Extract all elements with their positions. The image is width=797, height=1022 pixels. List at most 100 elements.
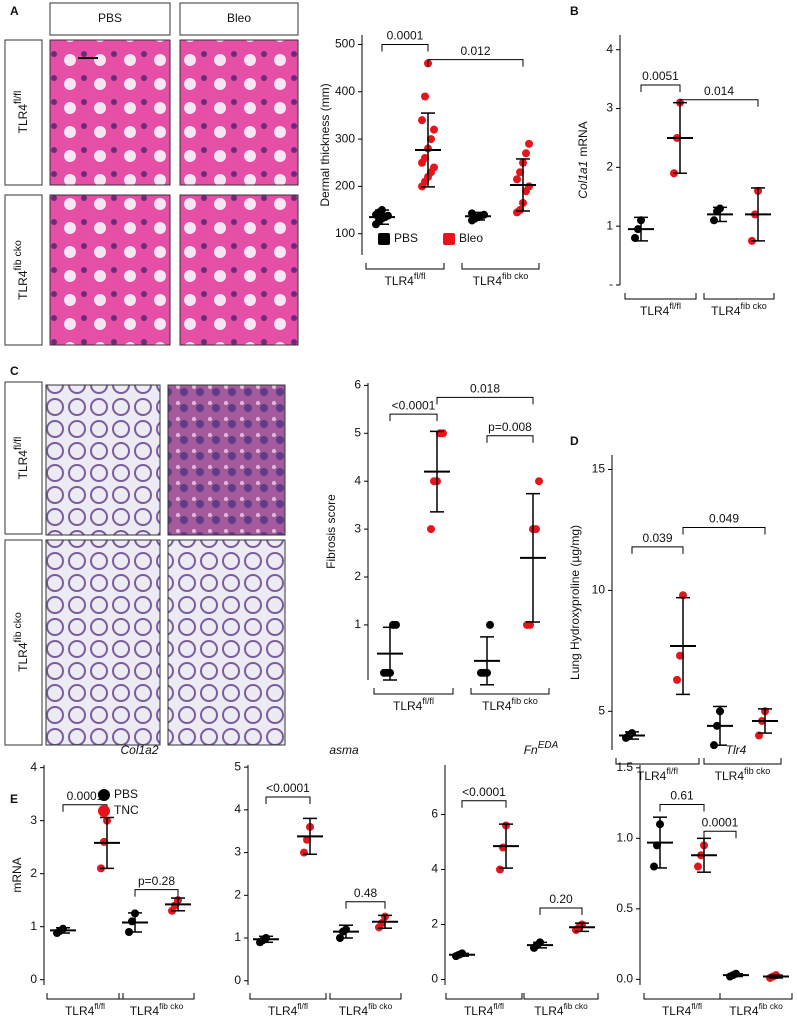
data-point [673,675,681,684]
micrograph [179,194,299,346]
y-tick-label: 6 [431,807,438,821]
genotype-label: TLR4fib cko [339,1001,393,1018]
genotype-label: TLR4fib cko [473,271,529,288]
group-bracket [624,293,697,300]
genotype-base: TLR4 [268,1004,298,1018]
panel-letter: C [10,364,19,378]
micrograph [45,539,161,746]
comparison-bracket [631,546,684,554]
y-tick-label: 0 [30,972,37,986]
genotype-label: TLR4fl/fl [65,1001,105,1018]
p-value: p=0.28 [138,874,175,888]
comparison-bracket [265,796,311,805]
column-label: PBS [98,11,122,25]
genotype-label: TLR4fib cko [729,1001,783,1018]
genotype-sup: fl/fl [493,1001,504,1011]
genotype-base: TLR4 [637,769,667,783]
y-tick-label: 0.5 [616,901,633,915]
p-value: 0.039 [642,531,672,545]
p-value: 0.014 [704,84,734,98]
p-value: 0.018 [470,382,500,396]
comparison-bracket [381,43,429,52]
data-point [427,525,435,534]
genotype-label: TLR4fib cko [534,1001,588,1018]
genotype-label: TLR4fib cko [130,1001,184,1018]
data-point [631,233,639,242]
genotype-base: TLR4 [640,304,670,318]
p-value: p=0.008 [488,420,532,434]
column-header-box [49,2,171,36]
data-point [303,835,311,844]
y-tick-label: 1 [354,617,361,631]
data-point [676,651,684,660]
group-bracket [523,993,599,1000]
comparison-bracket [679,99,759,107]
y-tick-label: 4 [606,42,613,56]
y-tick-label: 100 [335,226,355,240]
chart-title-text: Fn [524,743,538,757]
y-tick-label: 4 [354,473,361,487]
comparison-bracket [539,907,583,915]
genotype-sup: fib cko [368,1001,393,1011]
genotype-sup: fl/fl [691,1001,702,1011]
p-value: <0.0001 [392,398,436,412]
chart-title-text: Tlr4 [726,743,747,757]
micrograph [179,39,299,186]
genotype-base: TLR4 [534,1004,564,1018]
row-header-box [4,39,43,186]
genotype-label: TLR4fl/fl [640,301,681,318]
y-tick-label: 3 [606,101,613,115]
y-tick-label: 1.5 [616,760,633,774]
y-tick-label: 0 [234,973,241,987]
genotype-sup: fib cko [512,696,538,706]
comparison-bracket [389,413,438,422]
group-bracket [329,993,402,1000]
data-point [694,862,702,871]
y-tick-label: 500 [335,37,355,51]
legend-label: PBS [394,231,418,245]
legend-label: TNC [114,803,139,817]
panel-letter: E [10,792,18,806]
micrographs-a [4,2,299,346]
genotype-base: TLR4 [482,699,512,713]
chart-title: Tlr4 [726,743,747,757]
genotype-sup: fl/fl [666,766,678,776]
group-bracket [643,993,721,1000]
y-tick-label: 0 [431,972,438,986]
group-bracket [373,688,454,695]
data-point [516,168,524,177]
data-point [525,139,533,148]
group-bracket [118,993,195,1000]
data-point [525,182,533,191]
genotype-label: TLR4fl/fl [464,1001,504,1018]
genotype-sup: fl/fl [12,91,24,104]
micrograph [167,539,286,746]
genotype-base: TLR4 [473,274,503,288]
genotype-label: TLR4fl/fl [637,766,678,783]
genotype-label: TLR4fib cko [711,301,767,318]
y-tick-label: 0.0 [616,972,633,986]
group-bracket [46,993,124,1000]
y-axis-label-italic: Col1a1 [576,161,590,199]
genotype-label: TLR4fib cko [12,612,30,672]
data-point [439,429,447,438]
comparison-bracket [659,803,705,812]
genotype-sup: fib cko [159,1001,184,1011]
p-value: 0.61 [670,789,694,803]
data-point [516,206,524,215]
y-axis-label: Fibrosis score [324,494,338,569]
genotype-sup: fib cko [12,240,24,271]
genotype-label: TLR4fib cko [715,766,771,783]
group-bracket [365,263,445,270]
comparison-bracket [461,800,507,808]
data-point [710,216,718,225]
genotype-sup: fib cko [502,271,528,281]
column-header-box [179,2,299,36]
p-value: <0.0001 [462,785,506,799]
legend-label: Bleo [459,231,483,245]
row-header-box [4,539,43,746]
data-point [650,862,658,871]
chart-title-text: Col1a2 [120,743,158,757]
genotype-label: TLR4fl/fl [385,271,426,288]
